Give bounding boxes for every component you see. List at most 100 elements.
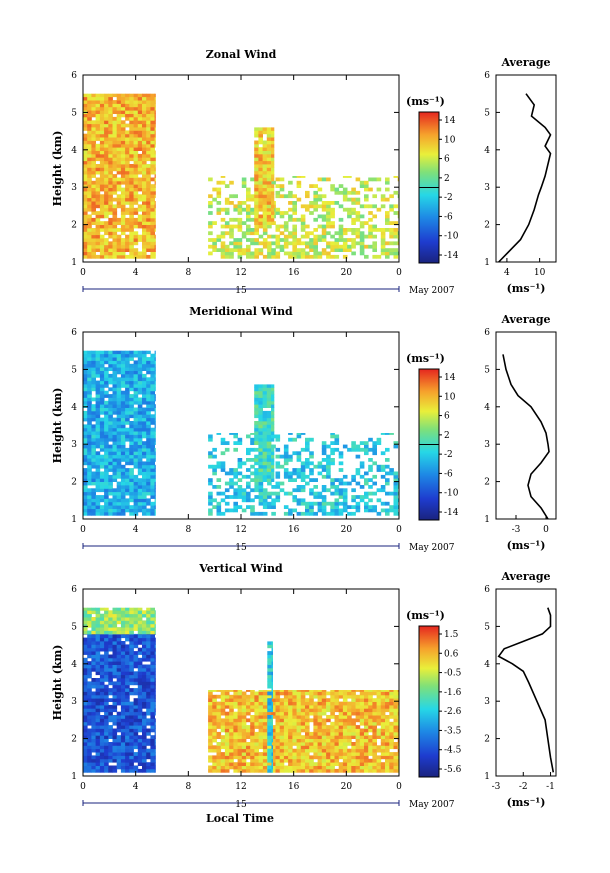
heatmap-cell <box>146 150 151 155</box>
heatmap-cell <box>108 481 113 486</box>
y-tick-label: 2 <box>71 221 77 231</box>
heatmap-cell <box>133 201 139 205</box>
x-tick-label: 20 <box>341 525 353 535</box>
heatmap-cell <box>154 387 156 392</box>
heatmap-cell <box>91 190 96 195</box>
heatmap-cell <box>87 495 92 499</box>
heatmap-cell <box>380 728 386 733</box>
heatmap-cell <box>216 511 222 516</box>
heatmap-cell <box>91 137 96 141</box>
heatmap-cell <box>133 254 139 259</box>
heatmap-cell <box>233 434 238 439</box>
heatmap-cell <box>321 752 327 756</box>
heatmap-cell <box>150 427 155 432</box>
heatmap-cell <box>99 762 105 766</box>
heatmap-cell <box>216 735 222 739</box>
heatmap-cell <box>368 742 373 746</box>
heatmap-cell <box>146 708 151 713</box>
heatmap-cell <box>125 667 130 672</box>
heatmap-cell <box>120 444 126 449</box>
heatmap-cell <box>296 248 302 252</box>
heatmap-cell <box>275 742 281 746</box>
heatmap-cell <box>330 704 335 709</box>
heatmap-cell <box>393 231 399 236</box>
heatmap-cell <box>385 491 390 496</box>
heatmap-cell <box>108 377 113 382</box>
heatmap-cell <box>99 387 105 392</box>
heatmap-cell <box>372 725 377 729</box>
heatmap-cell <box>393 234 399 239</box>
heatmap-cell <box>229 478 234 482</box>
heatmap-cell <box>99 103 105 108</box>
heatmap-cell <box>150 633 155 635</box>
heatmap-cell <box>292 721 297 726</box>
heatmap-cell <box>220 498 226 503</box>
heatmap-cell <box>83 234 88 239</box>
heatmap-cell <box>99 137 105 141</box>
heatmap-cell <box>104 424 109 429</box>
heatmap-cell <box>142 363 147 368</box>
heatmap-cell <box>133 113 139 118</box>
heatmap-cell <box>116 495 122 499</box>
heatmap-cell <box>321 248 327 252</box>
heatmap-cell <box>275 731 281 736</box>
heatmap-cell <box>262 441 268 445</box>
heatmap-cell <box>87 357 92 361</box>
heatmap-cell <box>288 768 293 773</box>
heatmap-cell <box>254 765 259 770</box>
heatmap-cell <box>351 217 356 222</box>
heatmap-cell <box>120 123 126 128</box>
heatmap-cell <box>208 437 213 442</box>
heatmap-cell <box>296 708 302 713</box>
heatmap-cell <box>99 133 105 138</box>
heatmap-cell <box>150 103 155 108</box>
heatmap-cell <box>112 174 118 178</box>
heatmap-cell <box>108 241 113 246</box>
heatmap-cell <box>266 410 272 415</box>
heatmap-cell <box>99 207 105 212</box>
heatmap-cell <box>224 254 230 259</box>
heatmap-cell <box>95 765 101 770</box>
panel-title: Zonal Wind <box>206 48 277 61</box>
heatmap-cell <box>83 244 88 249</box>
heatmap-cell <box>120 715 126 719</box>
heatmap-cell <box>83 748 88 753</box>
heatmap-cell <box>120 133 126 138</box>
heatmap-cell <box>120 671 126 676</box>
heatmap-cell <box>108 468 113 472</box>
heatmap-cell <box>112 441 118 445</box>
heatmap-cell <box>83 217 88 222</box>
heatmap-cell <box>321 704 327 709</box>
heatmap-cell <box>112 657 118 662</box>
heatmap-cell <box>133 194 139 199</box>
heatmap-cell <box>271 491 276 496</box>
heatmap-cell <box>300 224 306 229</box>
heatmap-cell <box>355 758 361 763</box>
heatmap-cell <box>208 177 213 182</box>
heatmap-cell <box>91 762 96 766</box>
heatmap-cell <box>216 725 222 729</box>
heatmap-cell <box>271 394 275 398</box>
heatmap-cell <box>262 758 268 763</box>
heatmap-cell <box>385 464 390 469</box>
heatmap-cell <box>142 387 147 392</box>
heatmap-cell <box>385 214 390 219</box>
heatmap-cell <box>125 421 130 425</box>
heatmap-cell <box>342 725 348 729</box>
heatmap-cell <box>125 451 130 456</box>
heatmap-cell <box>258 221 263 225</box>
heatmap-cell <box>116 447 122 452</box>
heatmap-cell <box>288 241 293 246</box>
heatmap-cell <box>338 234 344 239</box>
heatmap-cell <box>212 755 217 760</box>
heatmap-cell <box>237 721 243 726</box>
heatmap-cell <box>146 444 151 449</box>
heatmap-cell <box>133 765 139 770</box>
heatmap-cell <box>142 511 147 516</box>
heatmap-cell <box>154 735 156 739</box>
heatmap-cell <box>220 251 226 256</box>
heatmap-cell <box>372 711 377 716</box>
heatmap-cell <box>112 116 118 121</box>
heatmap-cell <box>380 451 386 456</box>
heatmap-cell <box>296 690 302 692</box>
